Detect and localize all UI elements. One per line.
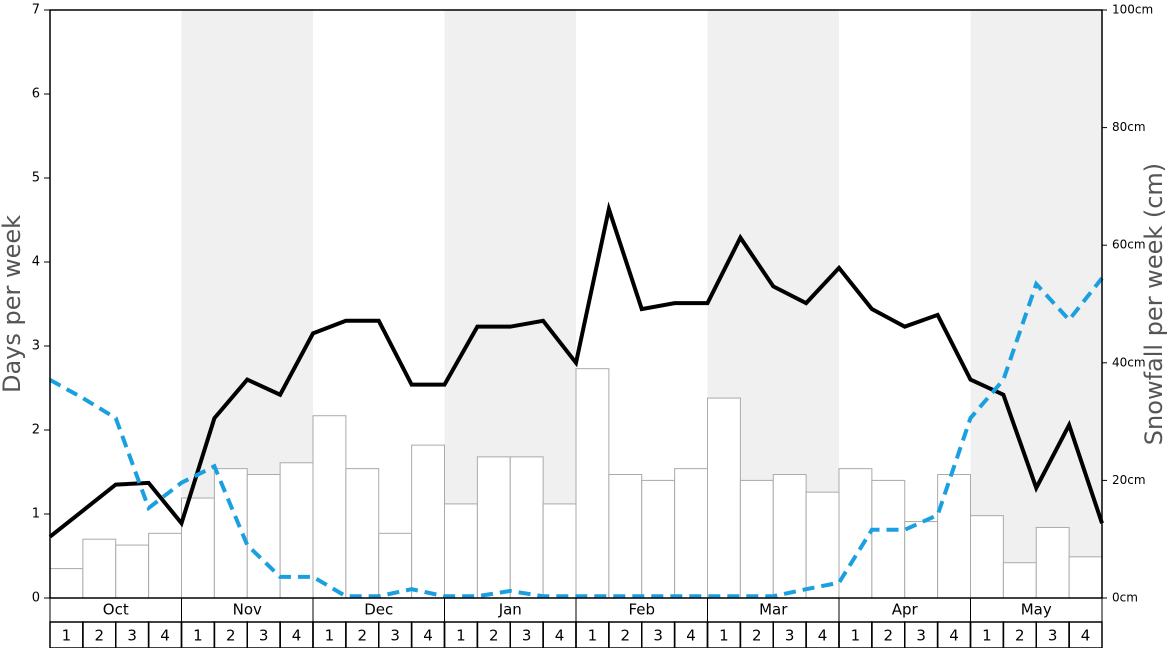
- week-label: 3: [653, 627, 663, 645]
- week-label: 4: [292, 627, 302, 645]
- week-label: 1: [193, 627, 203, 645]
- month-label: Feb: [628, 601, 655, 619]
- week-label: 3: [916, 627, 926, 645]
- bar: [838, 468, 873, 599]
- bar: [1035, 526, 1070, 599]
- y-tick-label: 7: [32, 3, 40, 18]
- week-label: 2: [884, 627, 894, 645]
- y2-tick-label: 60cm: [1112, 238, 1146, 252]
- bar: [542, 503, 577, 599]
- week-label: 2: [358, 627, 368, 645]
- week-cell: [1068, 621, 1103, 648]
- month-label: Dec: [364, 601, 393, 619]
- week-label: 4: [160, 627, 170, 645]
- week-label: 3: [390, 627, 400, 645]
- bar: [608, 474, 643, 599]
- month-label: May: [1021, 601, 1052, 619]
- week-label: 4: [818, 627, 828, 645]
- y-tick-label: 2: [32, 423, 40, 438]
- bar: [82, 538, 117, 599]
- week-label: 3: [785, 627, 795, 645]
- bar: [115, 544, 150, 599]
- month-label: Jan: [498, 601, 522, 619]
- week-label: 4: [555, 627, 565, 645]
- week-label: 2: [489, 627, 499, 645]
- line-series: [48, 201, 1104, 539]
- y2-tick-label: 100cm: [1112, 3, 1153, 17]
- week-label: 4: [423, 627, 433, 645]
- week-label: 1: [62, 627, 72, 645]
- bar: [213, 468, 248, 599]
- week-label: 2: [752, 627, 762, 645]
- bar: [937, 474, 971, 599]
- month-shade: [970, 10, 1102, 598]
- y-tick-label: 3: [32, 339, 40, 354]
- bar: [575, 368, 610, 599]
- y2-tick-label: 80cm: [1112, 120, 1146, 134]
- week-label: 2: [1015, 627, 1025, 645]
- week-label: 2: [621, 627, 631, 645]
- y-tick-label: 1: [32, 507, 40, 522]
- week-label: 1: [719, 627, 729, 645]
- bar: [49, 568, 84, 599]
- bar: [970, 515, 1004, 599]
- week-label: 3: [127, 627, 137, 645]
- bar: [246, 474, 281, 599]
- bar: [904, 521, 939, 599]
- week-label: 1: [851, 627, 861, 645]
- y-tick-label: 0: [32, 591, 40, 606]
- bar: [411, 444, 445, 599]
- bar: [1068, 556, 1103, 599]
- y2-tick-label: 20cm: [1112, 473, 1146, 487]
- week-label: 4: [1081, 627, 1091, 645]
- month-label: Nov: [233, 601, 262, 619]
- y2-tick-label: 0cm: [1112, 591, 1138, 605]
- bar: [674, 468, 708, 599]
- month-label: Oct: [103, 601, 129, 619]
- bar: [707, 397, 741, 599]
- week-label: 2: [95, 627, 105, 645]
- week-label: 4: [949, 627, 959, 645]
- bar: [871, 479, 906, 599]
- bar: [148, 532, 182, 599]
- month-label: Apr: [892, 601, 919, 619]
- week-label: 4: [686, 627, 696, 645]
- y2-axis-title: Snowfall per week (cm): [1140, 163, 1168, 445]
- week-label: 1: [588, 627, 598, 645]
- week-label: 1: [982, 627, 992, 645]
- bar: [1002, 562, 1037, 599]
- bar: [476, 456, 511, 599]
- bar: [345, 468, 380, 599]
- week-label: 1: [456, 627, 466, 645]
- bar: [739, 479, 774, 599]
- bar: [509, 456, 544, 599]
- y-axis-title: Days per week: [0, 215, 26, 393]
- bar: [312, 415, 347, 599]
- line-series: [49, 276, 1104, 599]
- bar: [772, 474, 807, 599]
- y-tick-label: 5: [32, 171, 40, 186]
- month-label: Mar: [759, 601, 788, 619]
- y-tick-label: 6: [32, 87, 40, 102]
- y-tick-label: 4: [32, 255, 40, 270]
- week-label: 3: [259, 627, 269, 645]
- week-label: 1: [325, 627, 335, 645]
- week-label: 3: [522, 627, 532, 645]
- week-label: 3: [1048, 627, 1058, 645]
- week-label: 2: [226, 627, 236, 645]
- bar: [805, 491, 840, 599]
- y2-tick-label: 40cm: [1112, 355, 1146, 369]
- bar: [641, 479, 676, 599]
- bar: [444, 503, 478, 599]
